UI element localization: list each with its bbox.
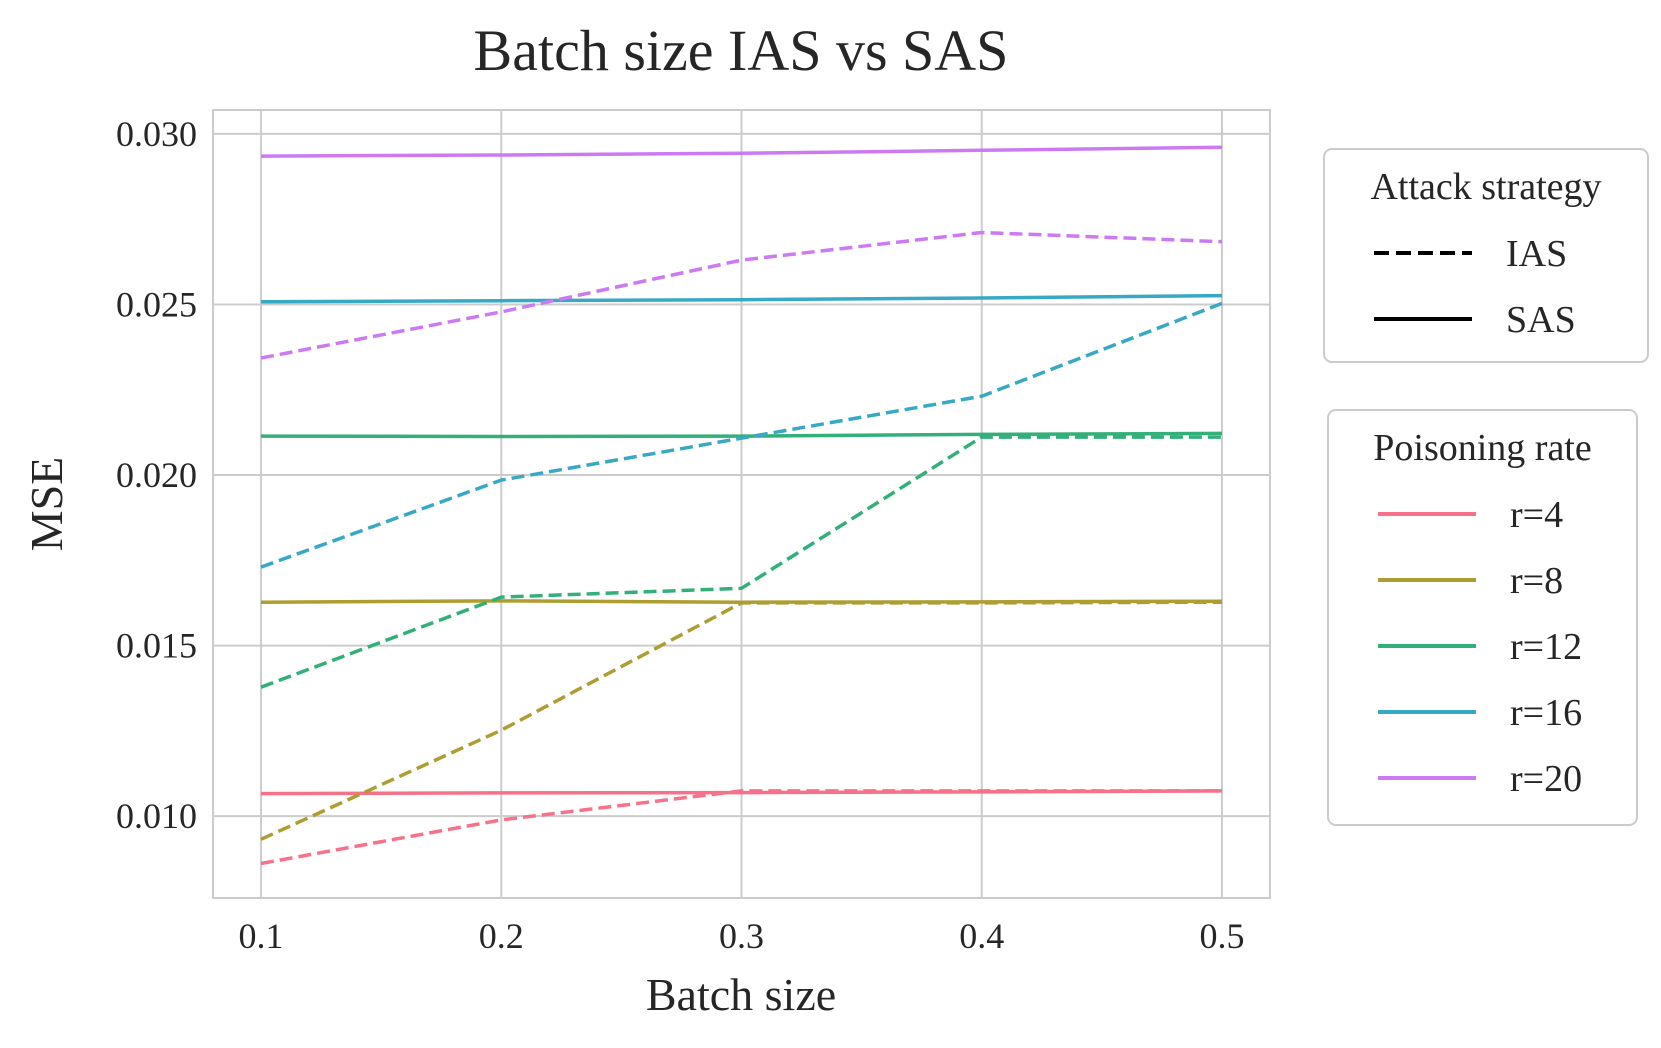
series-line-r16-ias (260, 301, 1223, 569)
y-tick-label: 0.025 (116, 284, 197, 324)
legend-label: r=16 (1510, 692, 1582, 734)
x-axis-label: Batch size (646, 969, 836, 1020)
grid (213, 110, 1270, 898)
tick-labels: 0.1 0.2 0.3 0.4 0.5 0.010 0.015 0.020 0.025 0.030 (116, 114, 1244, 956)
series-line-r16-sas (260, 293, 1223, 304)
x-tick-label: 0.1 (239, 916, 284, 956)
series-lines (260, 145, 1223, 866)
y-tick-label: 0.030 (116, 114, 197, 154)
series-line-r20-sas (260, 145, 1223, 158)
legend-box (1323, 148, 1649, 363)
y-tick-label: 0.020 (116, 455, 197, 495)
legends: Attack strategy IAS SAS Poisoning rate r=4 r=… (1323, 148, 1649, 826)
legend-title: Attack strategy (1370, 166, 1601, 208)
legend-attack-strategy: Attack strategy IAS SAS (1323, 148, 1649, 363)
legend-label: r=12 (1510, 626, 1582, 668)
legend-poisoning-rate: Poisoning rate r=4 r=8 r=12 r=16 r=20 (1327, 409, 1638, 826)
series-line-r12-ias (260, 435, 1222, 689)
plot-frame (212, 109, 1271, 899)
chart-title: Batch size IAS vs SAS (474, 18, 1009, 83)
x-tick-label: 0.3 (719, 916, 764, 956)
legend-label: r=20 (1510, 758, 1582, 800)
x-tick-label: 0.5 (1199, 916, 1244, 956)
legend-label: IAS (1506, 233, 1567, 275)
series-line-r8-ias (260, 600, 1223, 841)
legend-title: Poisoning rate (1373, 427, 1591, 469)
y-axis-label: MSE (21, 457, 72, 552)
legend-label: SAS (1506, 299, 1576, 341)
legend-label: r=8 (1510, 560, 1563, 602)
legend-box (1327, 409, 1638, 826)
x-tick-label: 0.4 (959, 916, 1004, 956)
y-tick-label: 0.010 (116, 796, 197, 836)
series-line-r20-ias (260, 230, 1223, 360)
x-tick-label: 0.2 (479, 916, 524, 956)
series-line-r4-ias (260, 789, 1222, 866)
legend-label: r=4 (1510, 494, 1563, 536)
y-tick-label: 0.015 (116, 626, 197, 666)
series-line-r12-sas (260, 431, 1223, 439)
